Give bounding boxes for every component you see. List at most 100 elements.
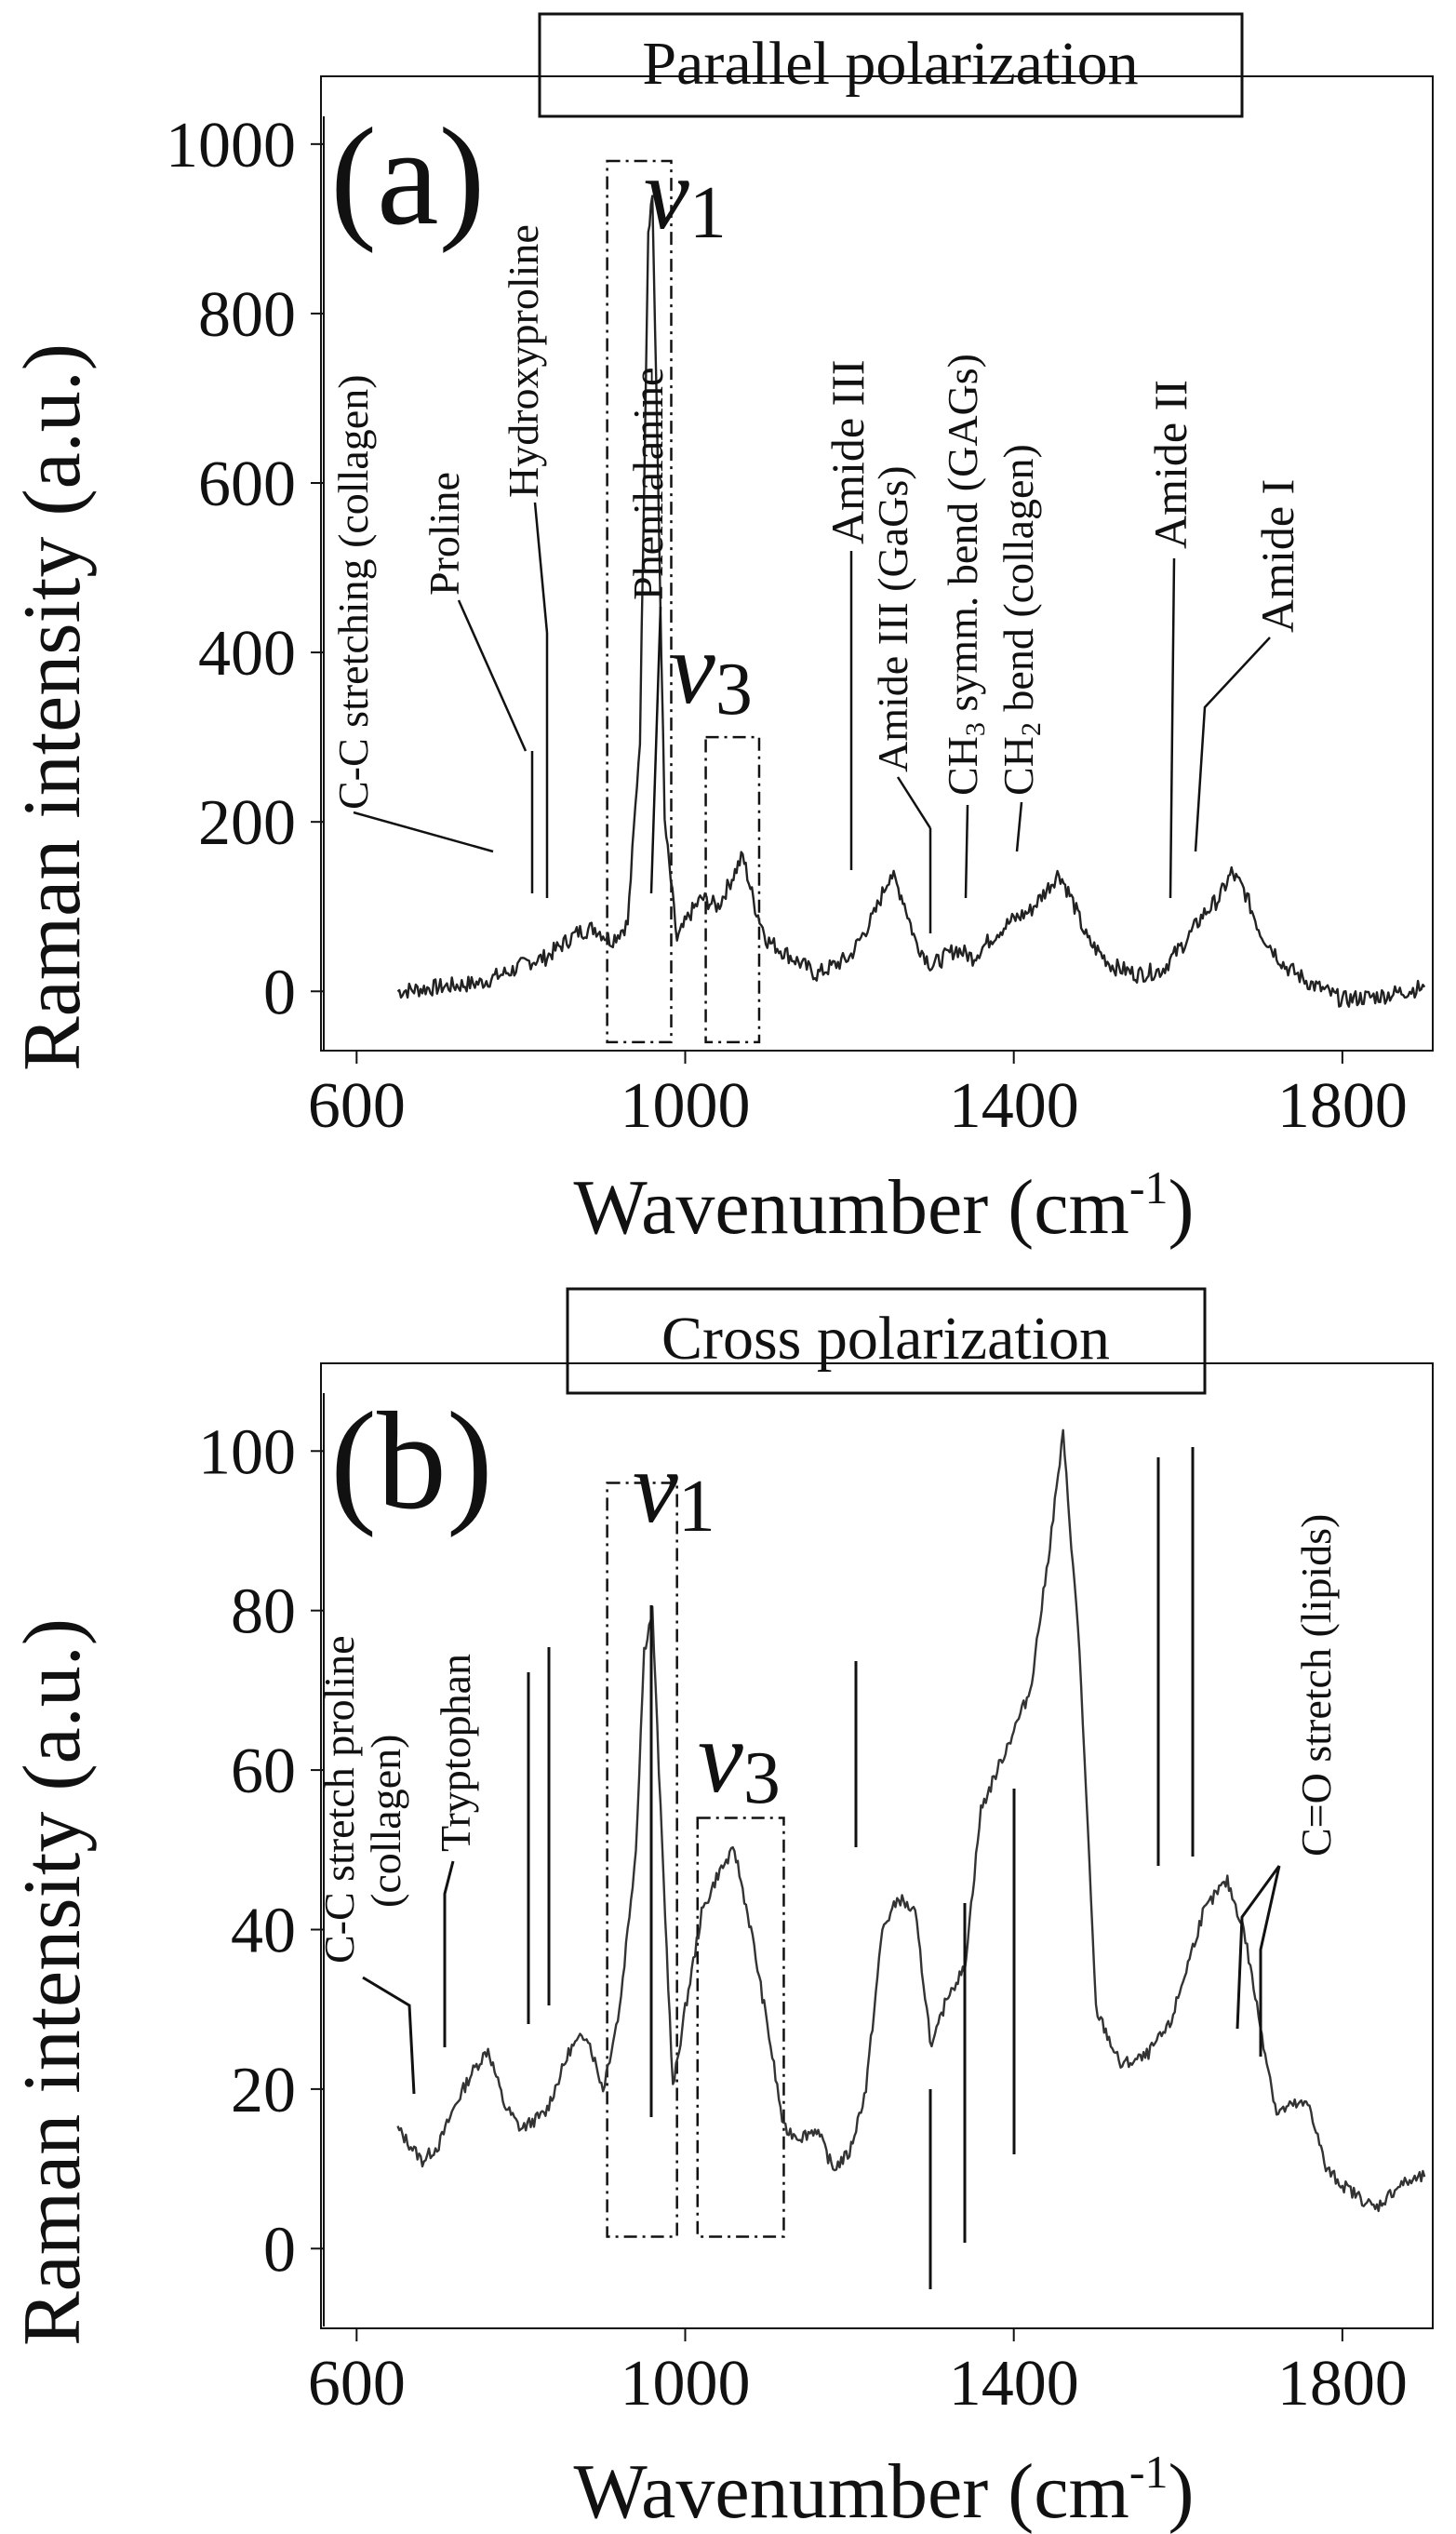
panel-b-v3-label: v3 [698,1700,781,1819]
panel-a-xlabel-sup: -1 [1129,1161,1169,1213]
panel-b-xlabel-sup: -1 [1129,2446,1169,2498]
panel-b-ylabel: Raman intensity (a.u.) [7,1618,98,2346]
panel-a-y-tick-label: 600 [198,449,296,520]
panel-a-boxes [606,159,761,1044]
panel-a-ch2-rest: bend (collagen) [995,444,1042,722]
panel-a-series [396,194,1426,1008]
panel-b-x-tick-label: 600 [308,2348,406,2420]
panel-a-ylabel: Raman intensity (a.u.) [7,343,98,1071]
panel-b-marker-lines [362,1447,1281,2289]
panel-a-y-tick-label: 400 [198,618,296,690]
panel-b-title: Cross polarization [661,1305,1110,1373]
panel-b-tryptophan-label: Tryptophan [432,1654,479,1852]
panel-a-amide-ii-line [1169,557,1176,899]
panel-a-y-tick-label: 200 [198,787,296,859]
panel-b-boxes [606,1482,785,2238]
panel-a-title: Parallel polarization [642,30,1138,98]
panel-b-v3-symbol: v [698,1700,743,1814]
panel-a-v3-symbol: v [670,611,715,725]
panel-b-x-tick-label: 1800 [1277,2348,1408,2420]
panel-a-box-v3 [704,735,761,1044]
panel-b-box-v3 [696,1817,785,2238]
panel-b-xlabel-end: ) [1168,2448,1194,2534]
panel-a-y-tick-label: 0 [263,957,296,1028]
panel-b-title-box [566,1287,1207,1395]
panel-a-ch3-line [964,804,969,899]
panel-a-series-line [396,194,1426,1008]
panel-b-v3-sub: 3 [743,1737,781,1819]
panel-b-co-stretch-label: C=O stretch (lipids) [1292,1514,1340,1857]
panel-a-v3-label: v3 [670,611,753,731]
panel-a-ch2-sub: 2 [1016,722,1047,736]
panel-b-xlabel-main: Wavenumber (cm [574,2448,1129,2534]
panel-b-y-tick-label: 60 [231,1736,296,1807]
panel-a-proline-label: Proline [421,472,468,596]
panel-b-cc-stretch-leader [362,1976,416,2095]
panel-b-v1-symbol: v [633,1430,678,1544]
panel-b-v1-label: v1 [633,1430,715,1548]
panel-a-amide-iii-label: Amide III [822,359,874,544]
panel-a-amide-ii-label: Amide II [1144,380,1196,549]
panel-a-proline-leader [457,599,528,752]
panel-b-tryptophan-leader [443,1860,455,2047]
panel-b: Cross polarization (b) Raman intensity (… [7,1287,1434,2534]
panel-b-y-tick-label: 100 [198,1416,296,1488]
panel-a-box-v1 [606,159,673,1044]
panel-a-v1-sub: 1 [689,172,727,254]
panel-a-plot-frame [320,75,1434,1052]
panel-b-box-v1 [606,1482,678,2238]
panel-b-x-tick-label: 1000 [621,2348,751,2420]
panel-a-title-box [538,12,1244,118]
panel-a-amide-i-label: Amide I [1251,479,1303,633]
panel-b-cc-stretch-label-1: C-C stretch proline [315,1635,363,1964]
panel-a-phenilalanine-line [649,606,662,894]
panel-b-v1-sub: 1 [678,1466,715,1548]
panel-b-xlabel: Wavenumber (cm-1) [574,2446,1195,2534]
panel-a-ch3-text: CH [939,736,986,796]
panel-a: Parallel polarization (a) Raman intensit… [7,12,1434,1251]
panel-b-series [396,1428,1426,2213]
panel-a-ch3-rest: symm. bend (GAGs) [939,354,986,722]
panel-a-xlabel-end: ) [1168,1164,1194,1251]
panel-a-label: (a) [330,100,485,254]
panel-a-ch3-sub: 3 [960,722,991,736]
panel-a-ch2-text: CH [995,736,1042,796]
panel-b-ticks: 600 1000 1400 1800 0 20 40 60 80 100 [198,1416,1408,2420]
panel-a-xlabel: Wavenumber (cm-1) [574,1161,1195,1251]
panel-a-y-tick-label: 1000 [166,110,296,181]
panel-a-v3-sub: 3 [715,649,753,731]
panel-a-x-tick-label: 1000 [621,1070,751,1142]
panel-b-co-stretch-leader [1236,1865,1281,2030]
panel-b-x-tick-label: 1400 [949,2348,1079,2420]
panel-a-xlabel-main: Wavenumber (cm [574,1164,1129,1251]
panel-b-cc-stretch-label-2: (collagen) [362,1735,409,1908]
panel-b-y-tick-label: 0 [263,2214,296,2286]
panel-a-cc-stretching-leader [353,811,494,853]
panel-a-amide-iii-gags-leader [896,776,932,829]
panel-a-amide-iii-gags-label: Amide III (GaGs) [869,465,916,772]
panel-a-hydroxyproline-label: Hydroxyproline [500,224,547,498]
panel-a-cc-stretching-label: C-C stretching (collagen) [329,374,377,810]
panel-b-y-tick-label: 80 [231,1576,296,1648]
panel-a-ch2-line [1015,801,1023,852]
panel-a-ch3-label: CH3 symm. bend (GAGs) [939,354,991,796]
panel-b-label: (b) [330,1384,493,1538]
panel-a-x-tick-label: 600 [308,1070,406,1142]
panel-a-annotation-lines [353,502,1271,933]
panel-a-ticks: 600 1000 1400 1800 0 200 400 600 800 1000 [166,110,1408,1142]
panel-a-hydroxyproline-leader [533,502,549,634]
panel-b-co-stretch-leader-2 [1259,1865,1281,2057]
panel-a-phenilalanine-label: Phenilalanine [624,368,672,600]
panel-b-series-line [396,1428,1426,2213]
panel-a-v1-symbol: v [644,137,689,250]
panel-a-x-tick-label: 1800 [1277,1070,1408,1142]
panel-a-ch2-label: CH2 bend (collagen) [995,444,1047,796]
panel-a-y-tick-label: 800 [198,279,296,351]
panel-a-x-tick-label: 1400 [949,1070,1079,1142]
panel-b-y-tick-label: 40 [231,1895,296,1966]
panel-b-y-tick-label: 20 [231,2055,296,2126]
panel-b-plot-frame [320,1362,1434,2329]
panel-a-v1-label: v1 [644,137,727,254]
panel-a-amide-i-leader [1194,637,1271,852]
